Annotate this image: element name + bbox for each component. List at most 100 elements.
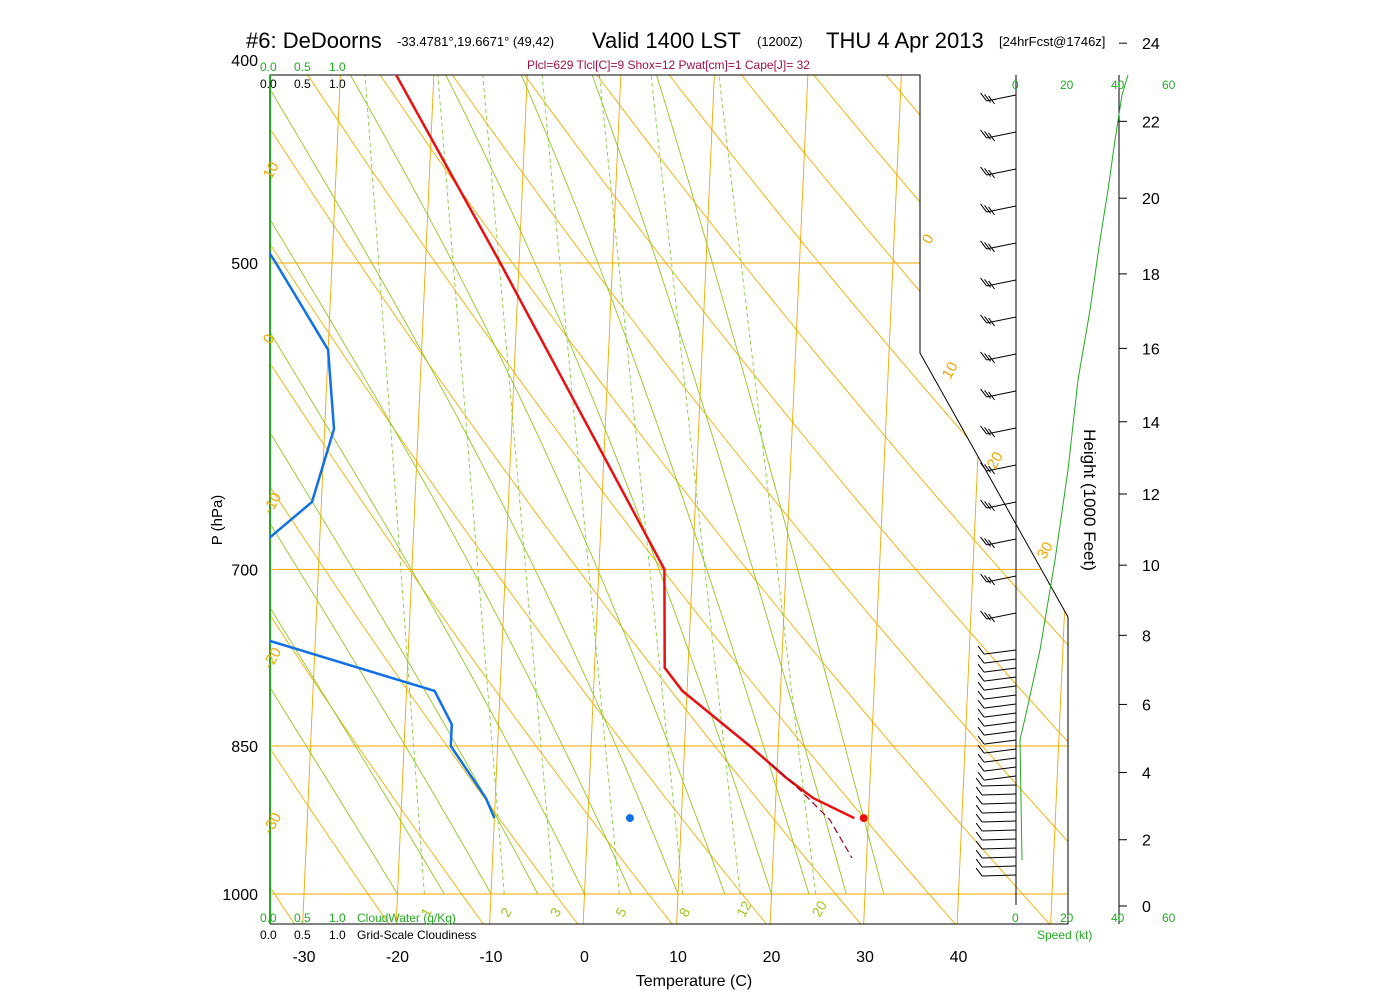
cloudiness-label: Grid-Scale Cloudiness	[357, 928, 476, 942]
temperature-tick-label: 0	[580, 949, 589, 966]
wind-barb-flag	[984, 94, 991, 103]
mixing-ratio-label: 3	[547, 905, 565, 920]
wind-barb	[975, 831, 1017, 841]
wind-barb	[980, 129, 1017, 142]
dry-adiabat-line	[1099, 0, 1400, 938]
pressure-tick-label: 400	[231, 53, 258, 70]
wind-barb-flag	[984, 205, 991, 214]
dry-adiabat-line	[1283, 0, 1400, 938]
speed-tick-bottom-2: 40	[1111, 911, 1125, 925]
wind-barb-staff	[986, 390, 1017, 398]
speed-scale: 0 20 40 60 0 20 40 60 Speed (kt)	[1012, 78, 1176, 942]
wind-barb-staff	[986, 538, 1017, 546]
wind-barb-flag	[984, 427, 991, 436]
mixing-ratio-line	[363, 75, 425, 895]
wind-barb-flag	[975, 813, 983, 823]
isotherm-line	[1049, 75, 1068, 924]
wind-barb-flag	[975, 777, 983, 787]
wind-barb	[977, 681, 1017, 691]
wind-barb-flag	[977, 645, 985, 655]
parcel-path	[771, 764, 853, 859]
wind-barb-flag	[984, 279, 991, 288]
wind-barb	[975, 804, 1017, 814]
wind-barb-flag	[988, 428, 995, 438]
wind-barb-flag	[975, 867, 983, 877]
wind-barb	[975, 867, 1017, 877]
isotherm-line	[22, 0, 83, 938]
temperature-tick-label: 20	[763, 949, 781, 966]
wind-barb-flag	[988, 576, 995, 586]
wind-barb	[980, 92, 1017, 105]
wind-barb	[980, 277, 1017, 290]
wind-barb-staff	[983, 757, 1017, 763]
height-tick-label: 4	[1142, 766, 1151, 783]
mixing-ratio-line	[540, 75, 620, 895]
title-station: #6: DeDoorns	[246, 28, 382, 53]
moist-adiabat-line	[270, 75, 398, 895]
height-axis-title: Height (1000 Feet)	[1080, 429, 1099, 571]
top-scale-green-1: 0.5	[294, 60, 311, 74]
dry-adiabat-line	[270, 75, 1063, 924]
isotherm-label: 0	[919, 231, 938, 247]
wind-barb-flag	[984, 501, 991, 510]
top-scale-black-0: 0.0	[260, 77, 277, 91]
wind-barb-staff	[986, 427, 1017, 435]
dry-adiabat-line	[270, 75, 589, 924]
wind-barb	[975, 849, 1017, 859]
mixing-ratio-line	[597, 75, 684, 895]
wind-barb-staff	[982, 838, 1017, 841]
pressure-tick-label: 500	[231, 256, 258, 273]
surface-temperature-dot	[859, 814, 868, 823]
height-tick-label: 12	[1142, 487, 1160, 504]
wind-barb-staff	[982, 811, 1017, 814]
wind-barb-flag	[980, 573, 987, 583]
speed-axis-label: Speed (kt)	[1037, 928, 1092, 942]
wind-barb	[980, 388, 1017, 401]
wind-barb-flag	[980, 499, 987, 509]
wind-barb	[980, 425, 1017, 438]
wind-barb-staff	[983, 703, 1017, 709]
wind-barb	[980, 203, 1017, 216]
temperature-tick-label: 30	[856, 949, 874, 966]
wind-barb-flag	[988, 169, 995, 179]
wind-barb-flag	[975, 831, 983, 841]
mixing-ratio-label: 2	[497, 905, 515, 920]
mixing-ratio-labels: 1 2 3 5 8 12 20	[417, 898, 830, 920]
wind-barb-flag	[988, 539, 995, 549]
wind-barb	[977, 753, 1017, 763]
wind-barb	[977, 762, 1017, 772]
bottom-cloud-scale: 0.0 0.5 1.0 CloudWater (g/Kg) 0.0 0.5 1.…	[260, 911, 476, 942]
dry-adiabat-line	[270, 75, 684, 924]
wind-barb-flag	[980, 129, 987, 139]
height-tick-label: 6	[1142, 697, 1151, 714]
wind-barb-flag	[977, 735, 985, 745]
wind-barb-staff	[982, 856, 1017, 859]
wind-barb-staff	[983, 748, 1017, 754]
wind-barb-flag	[988, 95, 995, 105]
height-tick-label: 0	[1142, 899, 1151, 916]
title-coords: -33.4781°,19.6671° (49,42)	[397, 34, 555, 49]
wind-barb	[975, 840, 1017, 850]
mixing-ratio-line	[648, 75, 741, 895]
mixing-ratio-label: 5	[612, 905, 630, 920]
moist-adiabat-line	[270, 75, 772, 895]
moist-adiabat-line	[270, 75, 679, 895]
wind-barb-flag	[977, 762, 985, 772]
wind-barb-flag	[984, 464, 991, 473]
wind-barb-flag	[977, 672, 985, 682]
wind-barb-staff	[983, 766, 1017, 772]
wind-barb	[975, 813, 1017, 823]
temperature-tick-label: -30	[292, 949, 315, 966]
wind-barb-staff	[983, 667, 1017, 673]
wind-barb-flag	[988, 391, 995, 401]
wind-barb-flag	[984, 538, 991, 547]
wind-barb-staff	[982, 793, 1017, 796]
wind-barb-staff	[983, 712, 1017, 718]
wind-barb-flag	[980, 610, 987, 620]
wind-barb-staff	[983, 721, 1017, 727]
x-axis-title: Temperature (C)	[636, 973, 752, 990]
moist-adiabat-line	[270, 75, 445, 895]
top-scale-green-0: 0.0	[260, 60, 277, 74]
wind-speed-profile	[1019, 74, 1129, 861]
